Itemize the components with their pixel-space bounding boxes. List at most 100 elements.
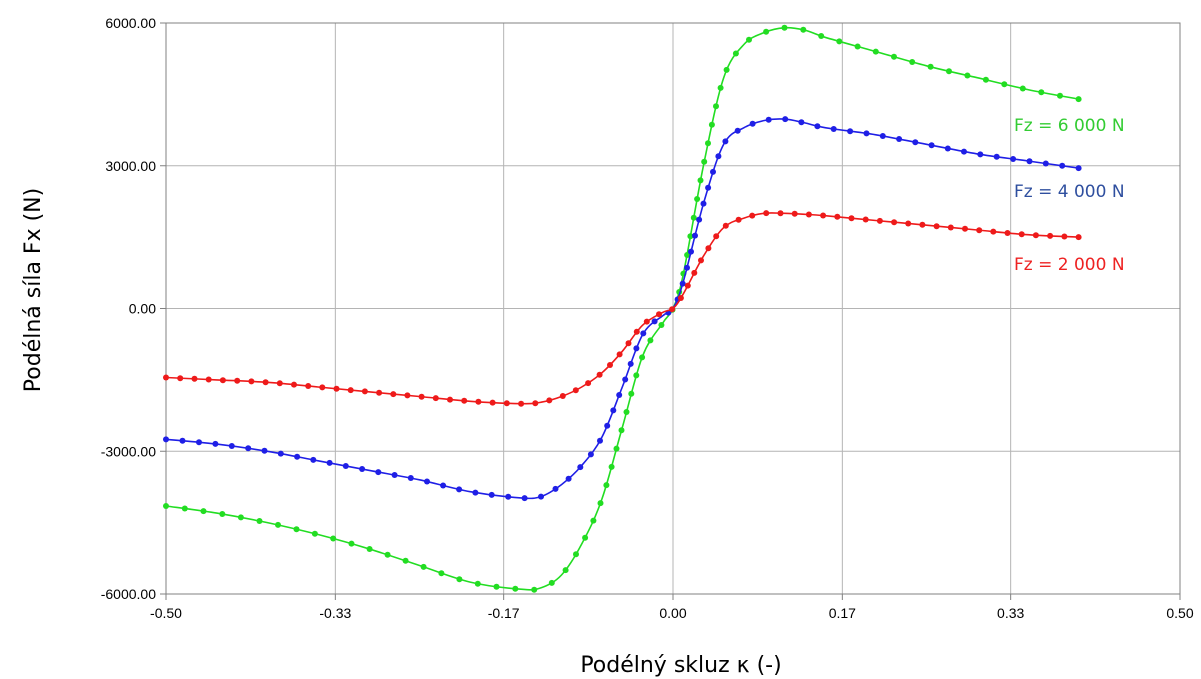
data-point <box>234 377 241 384</box>
data-point <box>834 213 841 220</box>
data-point <box>474 580 481 587</box>
data-point <box>219 377 226 384</box>
data-point <box>722 138 729 145</box>
series-3 <box>163 210 1082 407</box>
data-point <box>717 84 724 91</box>
data-point <box>863 130 870 137</box>
data-point <box>684 282 691 289</box>
y-tick-label: -6000.00 <box>101 586 156 602</box>
data-point <box>640 330 647 337</box>
data-point <box>928 142 935 149</box>
data-point <box>456 486 463 493</box>
data-point <box>891 219 898 226</box>
data-point <box>191 375 198 382</box>
data-point <box>734 127 741 134</box>
data-point <box>763 210 770 217</box>
data-point <box>276 380 283 387</box>
data-point <box>643 318 650 325</box>
data-point <box>791 210 798 217</box>
data-point <box>879 133 886 139</box>
data-point <box>559 393 566 399</box>
data-point <box>228 443 235 449</box>
data-point <box>177 375 184 382</box>
data-point <box>608 463 615 470</box>
data-point <box>805 211 812 218</box>
data-point <box>700 200 707 207</box>
data-point <box>933 223 940 230</box>
data-point <box>310 456 317 463</box>
data-point <box>909 59 916 65</box>
data-point <box>1010 156 1017 162</box>
data-point <box>330 535 337 542</box>
data-point <box>616 351 623 358</box>
data-point <box>749 212 756 219</box>
data-point <box>438 570 445 577</box>
x-axis-title: Podélný skluz κ (-) <box>580 653 781 678</box>
data-point <box>705 245 712 252</box>
data-point <box>800 26 807 33</box>
data-point <box>687 233 694 240</box>
data-point <box>1004 230 1011 236</box>
data-point <box>610 407 617 414</box>
data-point <box>262 379 269 386</box>
data-point <box>1059 162 1066 169</box>
data-point <box>607 362 613 368</box>
data-point <box>461 397 468 404</box>
series-label: Fz = 4 000 N <box>1014 182 1125 202</box>
data-point <box>587 451 594 458</box>
data-point <box>691 269 698 276</box>
data-point <box>404 392 411 399</box>
data-point <box>616 392 623 398</box>
data-point <box>982 76 989 83</box>
data-point <box>814 123 821 130</box>
data-point <box>625 340 632 347</box>
data-point <box>1026 158 1033 165</box>
data-point <box>219 511 226 517</box>
data-point <box>633 328 640 335</box>
plot-frame <box>165 22 1181 595</box>
data-point <box>432 395 439 402</box>
data-point <box>830 126 837 132</box>
series-line <box>165 26 1079 591</box>
data-point <box>577 464 584 471</box>
data-point <box>531 586 538 593</box>
data-point <box>990 228 997 235</box>
data-point <box>237 514 244 521</box>
data-point <box>782 116 789 123</box>
y-axis-title: Podélná síla Fx (N) <box>21 188 46 392</box>
data-point <box>715 153 722 160</box>
data-point <box>275 521 281 528</box>
data-point <box>597 500 604 507</box>
data-point <box>179 437 186 444</box>
data-point <box>424 478 430 485</box>
data-point <box>777 210 784 217</box>
data-point <box>763 28 770 35</box>
data-point <box>205 376 212 383</box>
data-point <box>277 450 284 457</box>
data-point <box>944 145 951 152</box>
data-point <box>420 563 427 570</box>
data-point <box>347 387 354 394</box>
data-point <box>348 540 355 547</box>
data-point <box>977 151 984 158</box>
data-point <box>163 436 169 443</box>
data-point <box>627 360 634 367</box>
data-point <box>947 224 954 231</box>
data-point <box>732 50 739 57</box>
data-point <box>669 306 676 313</box>
data-point <box>746 36 752 43</box>
data-point <box>562 567 569 574</box>
data-point <box>633 372 640 379</box>
data-point <box>565 475 572 482</box>
data-point <box>440 482 447 489</box>
data-point <box>713 233 720 240</box>
data-point <box>1075 165 1082 172</box>
data-point <box>418 393 425 400</box>
data-point <box>475 398 482 405</box>
data-point <box>212 440 219 447</box>
data-point <box>993 153 1000 160</box>
data-point <box>696 216 703 223</box>
y-tick-label: 0.00 <box>129 301 156 317</box>
data-point <box>391 472 398 478</box>
